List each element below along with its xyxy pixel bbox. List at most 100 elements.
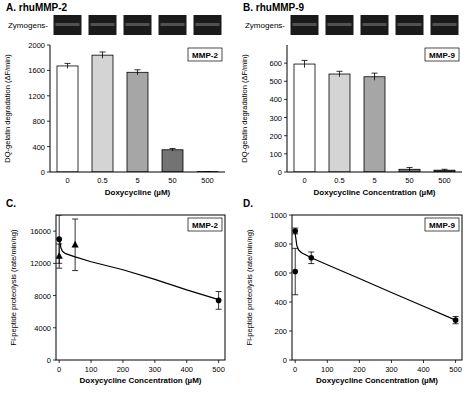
zymogram-image [159, 15, 187, 35]
y-axis [287, 45, 288, 172]
error-cap [216, 291, 222, 292]
y-tick-label: 1000 [270, 211, 287, 220]
y-tick-label: 8000 [34, 292, 51, 301]
error-cap [72, 270, 78, 271]
error-line [339, 71, 340, 76]
marker [72, 241, 79, 248]
fit-line [59, 238, 218, 300]
y-axis-label: Fl-peptide proteolysis (rate/min/ng) [9, 229, 18, 345]
x-axis-label: Doxycycline Concentration (µM) [314, 188, 436, 197]
x-axis-label: Doxycycline Concentration (µM) [80, 376, 202, 385]
bar [162, 150, 183, 172]
plot-area [294, 60, 455, 172]
plot-frame [56, 215, 225, 360]
error-cap [337, 71, 343, 72]
marker [292, 269, 298, 275]
zymogram-band [126, 23, 150, 26]
zymogram-image [326, 15, 354, 35]
y-tick-label: 300 [269, 114, 282, 123]
zymogram-image [361, 15, 389, 35]
zymogram-band [196, 23, 220, 26]
error-bar [135, 70, 141, 75]
figure: A. rhuMMP-20400800120016002000DQ-gelatin… [0, 0, 474, 393]
error-line [374, 73, 375, 80]
error-cap [308, 251, 314, 252]
plot-area [57, 52, 218, 172]
panel-title: B. rhuMMP-9 [243, 2, 305, 13]
panel-title: A. rhuMMP-2 [6, 2, 68, 13]
error-bar [337, 71, 343, 76]
y-tick-label: 600 [269, 59, 282, 68]
x-axis-label: Doxycycline (µM) [105, 188, 171, 197]
x-tick-label: 5 [135, 176, 139, 185]
error-cap [56, 244, 62, 245]
x-tick-label: 0.5 [334, 176, 344, 185]
error-cap [372, 73, 378, 74]
error-bar [372, 73, 378, 80]
y-axis-label: DQ-gelatin degradation (ΔF/min) [240, 54, 249, 163]
inset-label: MMP-2 [192, 51, 218, 60]
zymogram-band [293, 23, 317, 26]
y-tick-label: 200 [274, 327, 287, 336]
y-tick-label: 400 [32, 143, 45, 152]
zymogram-band [161, 23, 185, 26]
y-axis [50, 45, 51, 172]
error-cap [453, 316, 459, 317]
inset-label: MMP-2 [192, 221, 218, 230]
y-tick-label: 800 [32, 117, 45, 126]
zymogram-band [91, 23, 115, 26]
inset-box [188, 218, 222, 231]
error-cap [135, 69, 141, 70]
error-bar [65, 63, 71, 68]
panel: A. rhuMMP-20400800120016002000DQ-gelatin… [3, 2, 225, 197]
panel: D.02004006008001000Fl-peptide proteolysi… [243, 198, 462, 385]
x-tick-label: 100 [85, 365, 98, 374]
x-axis-label: Doxycycline Concentration (µM) [316, 376, 438, 385]
inset-label: MMP-9 [429, 51, 455, 60]
strip-label: Zymogens- [8, 21, 48, 30]
error-cap [442, 169, 448, 170]
y-tick-label: 1200 [28, 92, 45, 101]
x-tick-label: 0.5 [97, 176, 107, 185]
zymogram-band [328, 23, 352, 26]
y-tick-label: 1600 [28, 66, 45, 75]
bar [92, 55, 113, 172]
error-bar [442, 169, 448, 171]
y-tick-label: 0 [47, 356, 51, 365]
error-cap [407, 167, 413, 168]
inset-box [425, 218, 459, 231]
error-bar [100, 52, 106, 58]
inset-label: MMP-9 [429, 221, 455, 230]
x-tick-label: 500 [438, 176, 451, 185]
error-bar [170, 149, 176, 152]
y-tick-label: 0 [41, 168, 45, 177]
zymogram-image [396, 15, 424, 35]
error-cap [216, 309, 222, 310]
y-tick-label: 200 [269, 132, 282, 141]
panel-title: D. [243, 198, 253, 209]
plot-frame [292, 215, 462, 360]
y-tick-label: 4000 [34, 324, 51, 333]
y-tick-label: 100 [269, 150, 282, 159]
x-tick-label: 300 [149, 365, 162, 374]
zymogram-image [54, 15, 82, 35]
zymogram-image [194, 15, 222, 35]
zymogram-image [89, 15, 117, 35]
x-tick-label: 0 [65, 176, 69, 185]
panel: C.0400080001200016000Fl-peptide proteoly… [6, 198, 225, 385]
error-bar [216, 292, 222, 310]
panel-title: C. [6, 198, 16, 209]
y-tick-label: 12000 [30, 259, 51, 268]
x-axis [287, 172, 462, 173]
marker [453, 317, 459, 323]
x-tick-label: 5 [372, 176, 376, 185]
zymogram-band [363, 23, 387, 26]
error-bar [453, 317, 459, 324]
zymogram-band [398, 23, 422, 26]
panel: B. rhuMMP-90100200300400500600DQ-gelatin… [240, 2, 462, 197]
zymogram-image [291, 15, 319, 35]
bar [364, 77, 385, 172]
y-tick-label: 500 [269, 77, 282, 86]
zymogram-band [56, 23, 80, 26]
x-tick-label: 0 [293, 365, 297, 374]
